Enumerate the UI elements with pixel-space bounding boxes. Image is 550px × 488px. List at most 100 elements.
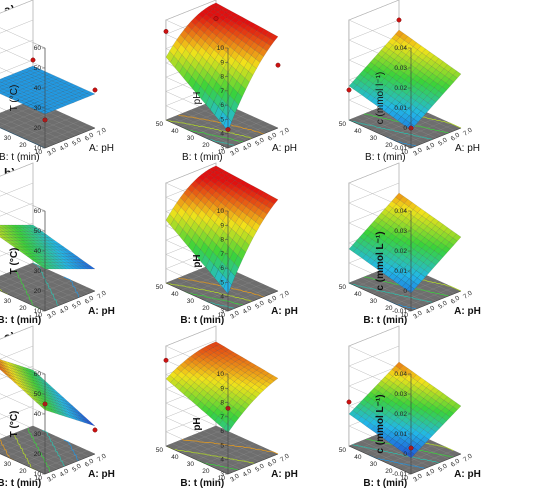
y-axis (348, 119, 412, 149)
z-tick-label: 20 (34, 125, 42, 132)
contour-line (167, 446, 255, 464)
z-tick-label: 5 (220, 116, 224, 123)
surface-cell (68, 83, 78, 88)
y-tick-label: 10 (218, 149, 226, 156)
z-tick-label: 50 (34, 228, 42, 235)
floor-gridline (173, 429, 224, 450)
surface-cell (229, 12, 239, 18)
x-axis (227, 453, 279, 475)
x-tick-label: 3.0 (412, 473, 424, 484)
z-tick-label: 10 (217, 371, 225, 378)
z-gridline (0, 182, 46, 232)
floor-gridline (6, 273, 57, 294)
y-tick-label: 30 (187, 135, 195, 142)
floor-gridline (0, 269, 49, 290)
x-tick-label: 7.0 (462, 453, 474, 464)
z-tick-label: 9 (220, 59, 224, 66)
x-tick-label: 7.0 (462, 290, 474, 301)
z-axis-label: T (°C) (9, 85, 20, 112)
surface-cell (435, 221, 444, 229)
response-surface (348, 29, 462, 131)
z-tick-label: 0 (403, 125, 407, 132)
y-tick-label: 40 (354, 454, 362, 461)
x-tick-label: 7.0 (279, 127, 291, 138)
y-tick-label: 20 (385, 305, 393, 312)
y-tick-label: 20 (385, 468, 393, 475)
surface-cell (395, 29, 404, 38)
z-axis-label: c (mmol l⁻¹) (375, 72, 386, 125)
response-surface (165, 2, 279, 132)
surface-cell (212, 341, 221, 347)
floor-gridline (20, 267, 83, 297)
z-tick-label: 20 (34, 288, 42, 295)
surface-cell (412, 374, 422, 382)
surface-cell (269, 375, 279, 382)
z-tick-label: 7 (220, 251, 224, 258)
z-gridline (0, 19, 46, 69)
x-axis-label: A: pH (454, 469, 481, 480)
x-tick-label: 3.0 (229, 473, 241, 484)
surface-cell (60, 396, 69, 403)
contour-line (12, 433, 36, 471)
x-tick-label: 3.0 (229, 310, 241, 321)
surface-cell (229, 175, 239, 181)
z-tick-label: 0.01 (394, 268, 407, 275)
surface-cell (73, 408, 82, 415)
z-tick-label: 50 (34, 391, 42, 398)
surface-cell (399, 195, 409, 204)
z-tick-label: 0.01 (394, 431, 407, 438)
z-tick-label: 40 (34, 248, 42, 255)
design-point (92, 427, 98, 433)
x-tick-label: 3.0 (229, 147, 241, 158)
floor-gridline (6, 436, 57, 457)
floor-gridline (26, 265, 89, 294)
surface-cell (234, 14, 243, 21)
z-tick-label: 10 (34, 145, 42, 152)
z-axis-label: pH (192, 254, 203, 267)
x-tick-label: 5.0 (71, 463, 83, 474)
floor-gridline (203, 430, 266, 460)
z-axis-label: c (mmol L⁻¹) (375, 231, 386, 290)
z-tick-label: 0.03 (394, 65, 407, 72)
contour-line (63, 439, 79, 461)
surface-cell (55, 392, 65, 399)
x-axis (44, 127, 96, 149)
contour-line (15, 269, 41, 310)
z-tick-label: 0.03 (394, 228, 407, 235)
z-tick-label: 20 (34, 451, 42, 458)
y-axis (165, 445, 229, 475)
x-tick-label: 5.0 (437, 137, 449, 148)
contour-line (63, 276, 80, 298)
y-tick-label: 20 (202, 142, 210, 149)
z-gridline (0, 0, 46, 49)
x-axis-label: A: pH (88, 306, 115, 317)
design-point (213, 16, 219, 21)
y-tick-label: 20 (19, 305, 27, 312)
y-tick-label: 30 (370, 135, 378, 142)
surface-cell (46, 73, 56, 78)
surface-cell (86, 91, 96, 96)
z-tick-label: 3 (220, 145, 224, 152)
y-axis-label: B: t (min) (0, 478, 41, 488)
surface-cell (51, 75, 60, 80)
y-tick-label: 30 (4, 461, 12, 468)
z-tick-label: 30 (34, 431, 42, 438)
x-tick-label: 6.0 (267, 458, 279, 469)
panel-a-c: -0.01 0 0.01 0.02 0.03 0.04 c (mmol l⁻¹) 3.0 4.0… (339, 0, 480, 163)
z-tick-label: 50 (34, 65, 42, 72)
y-tick-label: 20 (385, 142, 393, 149)
response-surface (348, 361, 462, 459)
design-point (92, 87, 98, 93)
x-tick-label: 4.0 (242, 468, 254, 479)
contour-line (184, 128, 244, 143)
x-tick-label: 5.0 (437, 463, 449, 474)
surface-cell (0, 87, 4, 91)
contour-line (348, 282, 433, 303)
z-tick-label: -0.01 (392, 145, 407, 152)
y-tick-label: 10 (35, 149, 43, 156)
surface-cell (212, 2, 221, 8)
floor-gridline (13, 113, 65, 135)
surface-cell (64, 400, 73, 407)
z-tick-label: -0.01 (392, 471, 407, 478)
y-tick-label: 30 (370, 298, 378, 305)
